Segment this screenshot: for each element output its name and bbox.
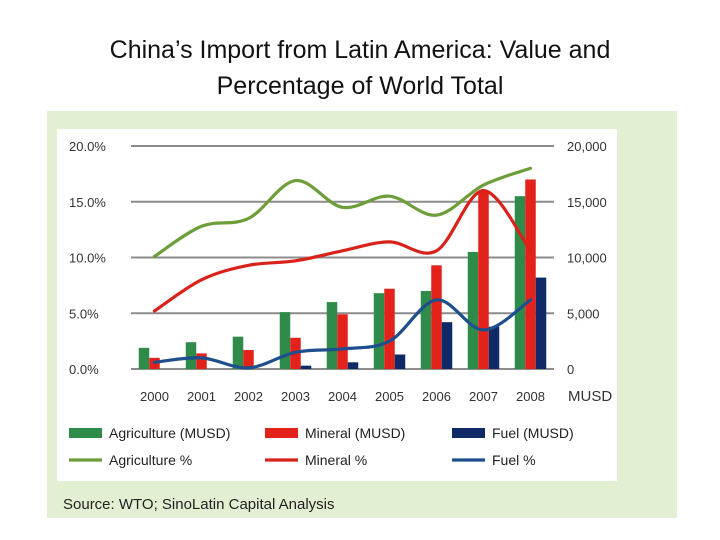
bar-fuel-2003 [300, 365, 312, 369]
x-tick-label: 2006 [422, 389, 451, 404]
y-right-tick-label: 10,000 [567, 251, 607, 266]
bar-agriculture-2006 [420, 290, 432, 369]
legend-label-mineral_line: Mineral % [305, 452, 367, 468]
y-left-tick-label: 0.0% [69, 362, 99, 377]
y-right-tick-label: 0 [567, 362, 574, 377]
x-tick-label: 2008 [516, 389, 545, 404]
source-note: Source: WTO; SinoLatin Capital Analysis [63, 496, 335, 513]
bar-agriculture-2000 [138, 347, 150, 369]
bar-mineral-2005 [384, 288, 395, 369]
bar-mineral-2004 [337, 314, 348, 369]
legend-swatch-fuel [452, 428, 485, 438]
bar-agriculture-2002 [232, 336, 244, 369]
line-agriculture_line [152, 166, 533, 258]
bar-mineral-2006 [431, 265, 442, 369]
x-tick-label: 2004 [328, 389, 357, 404]
bar-agriculture-2007 [467, 251, 479, 369]
y-right-tick-label: 5,000 [567, 306, 600, 321]
legend-swatch-mineral [265, 428, 298, 438]
legend-label-fuel: Fuel (MUSD) [492, 425, 574, 441]
legend-label-fuel_line: Fuel % [492, 452, 536, 468]
slide-title: China’s Import from Latin America: Value… [60, 32, 660, 104]
x-tick-label: 2007 [469, 389, 498, 404]
line-mineral_line [152, 188, 533, 313]
bar-agriculture-2005 [373, 293, 385, 369]
bar-agriculture-2003 [279, 312, 291, 369]
bar-agriculture-2004 [326, 302, 338, 369]
y-left-tick-label: 20.0% [69, 139, 106, 154]
bar-mineral-2002 [243, 350, 254, 369]
y-right-tick-label: 15,000 [567, 195, 607, 210]
x-tick-label: 2000 [140, 389, 169, 404]
y-left-tick-label: 15.0% [69, 195, 106, 210]
bar-fuel-2008 [535, 277, 547, 369]
bar-mineral-2008 [525, 179, 536, 369]
x-tick-label: 2001 [187, 389, 216, 404]
bar-mineral-2001 [196, 353, 207, 369]
combo-chart: 0.0% 5.0% 10.0% 15.0% 20.0% 0 5,000 10,000 15,00… [69, 139, 612, 468]
chart-panel: 0.0% 5.0% 10.0% 15.0% 20.0% 0 5,000 10,000 15,00… [47, 111, 677, 518]
bar-fuel-2005 [394, 354, 406, 369]
bar-fuel-2004 [347, 362, 359, 369]
legend-label-agriculture: Agriculture (MUSD) [109, 425, 230, 441]
y-right-axis-unit: MUSD [568, 388, 612, 405]
slide-title-line-1: China’s Import from Latin America: Value… [109, 36, 611, 64]
x-tick-label: 2005 [375, 389, 404, 404]
y-left-tick-label: 5.0% [69, 306, 99, 321]
slide-title-line-2: Percentage of World Total [216, 72, 504, 100]
legend-label-agriculture_line: Agriculture % [109, 452, 192, 468]
x-tick-label: 2002 [234, 389, 263, 404]
bar-fuel-2006 [441, 322, 453, 369]
y-right-tick-label: 20,000 [567, 139, 607, 154]
bar-agriculture-2008 [514, 196, 526, 369]
legend-label-mineral: Mineral (MUSD) [305, 425, 405, 441]
bar-fuel-2007 [488, 326, 500, 369]
y-left-tick-label: 10.0% [69, 251, 106, 266]
bar-mineral-2007 [478, 190, 489, 369]
x-tick-label: 2003 [281, 389, 310, 404]
bar-agriculture-2001 [185, 342, 197, 369]
legend-swatch-agriculture [69, 428, 102, 438]
line-fuel_line [152, 298, 533, 370]
